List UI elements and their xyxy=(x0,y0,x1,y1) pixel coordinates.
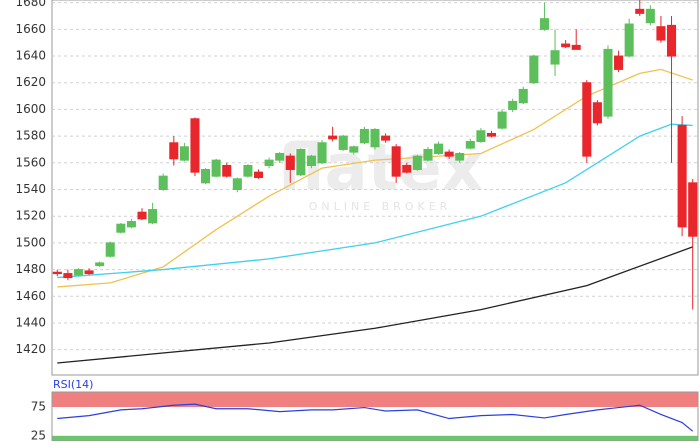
candle-body xyxy=(105,242,115,257)
candle-body xyxy=(603,48,613,117)
candle-body xyxy=(423,148,433,161)
y-tick-label: 1500 xyxy=(15,235,46,249)
candle-body xyxy=(296,148,306,176)
moving-average-line xyxy=(57,123,693,279)
y-tick-label: 25 xyxy=(31,428,46,441)
rsi-line xyxy=(57,403,694,432)
candle-body xyxy=(677,124,687,228)
candle-body xyxy=(232,178,242,191)
candle-body xyxy=(243,164,253,177)
candle-body xyxy=(465,140,475,149)
candle-body xyxy=(73,269,83,276)
y-tick-label: 75 xyxy=(31,399,46,413)
candle-body xyxy=(84,270,94,275)
y-tick-label: 1460 xyxy=(15,289,46,303)
panel-title: RSI(14) xyxy=(53,378,93,391)
y-tick-label: 1640 xyxy=(15,49,46,63)
candle-body xyxy=(667,24,677,57)
candle-body xyxy=(148,209,158,224)
y-tick-label: 1520 xyxy=(15,209,46,223)
candle-body xyxy=(158,175,168,191)
candle-body xyxy=(95,262,105,267)
candle-body xyxy=(359,128,369,144)
y-tick-label: 1660 xyxy=(15,22,46,36)
candle-body xyxy=(412,155,422,170)
candle-body xyxy=(476,130,486,142)
y-tick-label: 1480 xyxy=(15,262,46,276)
moving-average-line xyxy=(57,246,693,364)
watermark-sub: ONLINE BROKER xyxy=(309,200,452,213)
candle-body xyxy=(561,43,571,48)
candle-body xyxy=(550,50,560,65)
candle-body xyxy=(539,18,549,30)
y-tick-label: 1680 xyxy=(15,0,46,9)
candle-body xyxy=(190,118,200,173)
y-tick-label: 1560 xyxy=(15,155,46,169)
candle-body xyxy=(179,146,189,161)
candle-body xyxy=(635,8,645,14)
candle-body xyxy=(116,223,126,233)
candle-body xyxy=(381,135,391,141)
candle-body xyxy=(645,8,655,24)
candle-body xyxy=(486,132,497,137)
candle-body xyxy=(211,159,221,177)
candle-body xyxy=(370,128,380,148)
candle-body xyxy=(508,100,518,110)
watermark: flatex xyxy=(277,132,483,206)
candle-body xyxy=(52,271,62,275)
candle-body xyxy=(253,171,264,178)
y-tick-label: 1440 xyxy=(15,315,46,329)
candle-body xyxy=(317,142,327,164)
candle-body xyxy=(328,135,338,140)
candle-body xyxy=(688,182,698,237)
y-tick-label: 1620 xyxy=(15,75,46,89)
candle-body xyxy=(137,211,147,220)
candle-body xyxy=(614,55,624,70)
candle-body xyxy=(455,152,465,161)
candle-body xyxy=(529,55,539,84)
candle-body xyxy=(582,82,592,157)
candle-body xyxy=(434,143,444,154)
candle-body xyxy=(126,221,136,228)
y-tick-label: 1600 xyxy=(15,102,46,116)
candle-body xyxy=(275,152,285,161)
candle-body xyxy=(285,155,295,170)
candle-body xyxy=(518,88,528,104)
y-tick-label: 1420 xyxy=(15,342,46,356)
candle-body xyxy=(306,155,316,166)
candle-body xyxy=(222,164,232,177)
candle-body xyxy=(169,142,179,160)
moving-average-line xyxy=(57,68,693,288)
candle-body xyxy=(444,151,454,157)
candle-body xyxy=(349,146,359,153)
candle-body xyxy=(497,111,507,129)
y-tick-label: 1540 xyxy=(15,182,46,196)
candle-body xyxy=(391,146,401,177)
candle-body xyxy=(656,26,666,41)
candle-body xyxy=(338,135,348,150)
candle-body xyxy=(624,23,634,57)
candle-body xyxy=(63,273,73,279)
candle-body xyxy=(592,102,602,124)
candle-body xyxy=(201,168,211,184)
y-tick-label: 1580 xyxy=(15,129,46,143)
overbought-zone xyxy=(52,392,698,407)
candle-body xyxy=(571,44,581,50)
candle-body xyxy=(264,159,274,166)
candle-body xyxy=(402,164,412,173)
oversold-zone xyxy=(52,435,698,441)
